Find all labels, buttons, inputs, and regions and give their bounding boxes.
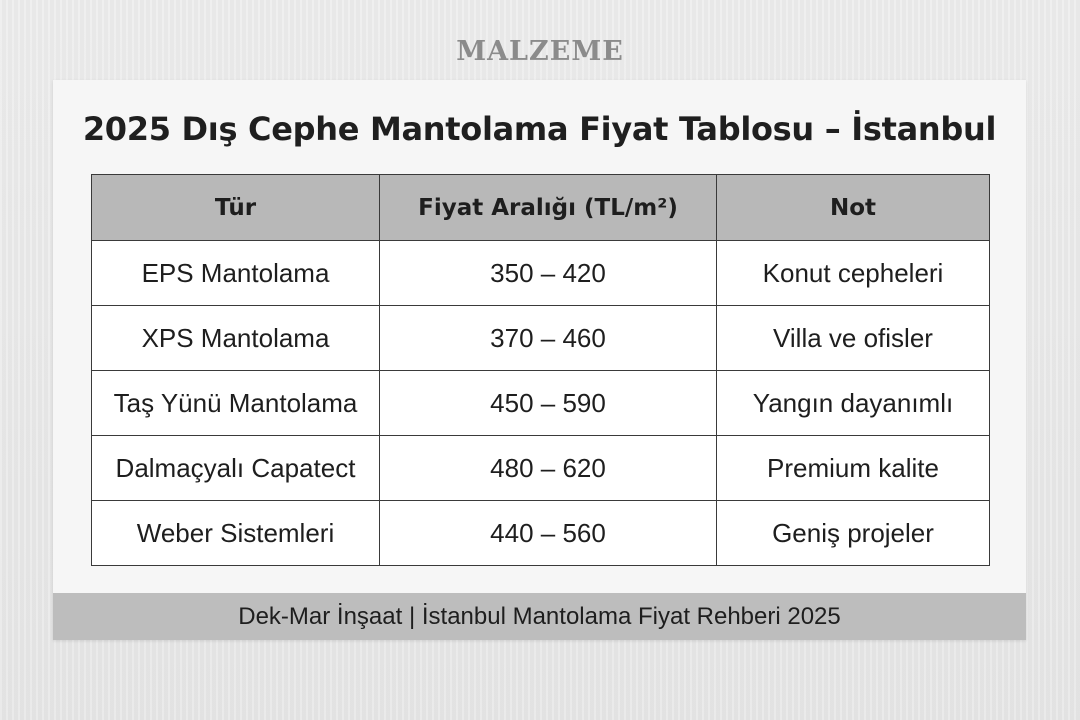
- cell-price-range: 450 – 590: [379, 370, 717, 436]
- column-header-price-range: Fiyat Aralığı (TL/m²): [379, 174, 717, 241]
- column-header-note: Not: [716, 174, 990, 241]
- table-row: EPS Mantolama 350 – 420 Konut cepheleri: [91, 240, 990, 306]
- cell-note: Geniş projeler: [716, 500, 990, 566]
- table-header-row: Tür Fiyat Aralığı (TL/m²) Not: [91, 174, 990, 241]
- cell-note: Premium kalite: [716, 435, 990, 501]
- cell-note: Villa ve ofisler: [716, 305, 990, 371]
- column-header-type: Tür: [91, 174, 380, 241]
- footer-band: Dek-Mar İnşaat | İstanbul Mantolama Fiya…: [53, 593, 1026, 640]
- table-row: XPS Mantolama 370 – 460 Villa ve ofisler: [91, 305, 990, 371]
- table-row: Weber Sistemleri 440 – 560 Geniş projele…: [91, 500, 990, 566]
- price-table: Tür Fiyat Aralığı (TL/m²) Not EPS Mantol…: [91, 174, 990, 566]
- cell-note: Yangın dayanımlı: [716, 370, 990, 436]
- cell-type: Dalmaçyalı Capatect: [91, 435, 380, 501]
- watermark-label: MALZEME: [456, 36, 624, 67]
- cell-price-range: 350 – 420: [379, 240, 717, 306]
- table-row: Dalmaçyalı Capatect 480 – 620 Premium ka…: [91, 435, 990, 501]
- cell-price-range: 370 – 460: [379, 305, 717, 371]
- footer-caption: Dek-Mar İnşaat | İstanbul Mantolama Fiya…: [238, 603, 841, 630]
- price-card: 2025 Dış Cephe Mantolama Fiyat Tablosu –…: [53, 80, 1026, 640]
- cell-price-range: 480 – 620: [379, 435, 717, 501]
- cell-price-range: 440 – 560: [379, 500, 717, 566]
- table-row: Taş Yünü Mantolama 450 – 590 Yangın daya…: [91, 370, 990, 436]
- page-title: 2025 Dış Cephe Mantolama Fiyat Tablosu –…: [82, 110, 997, 148]
- cell-type: Taş Yünü Mantolama: [91, 370, 380, 436]
- cell-note: Konut cepheleri: [716, 240, 990, 306]
- cell-type: XPS Mantolama: [91, 305, 380, 371]
- cell-type: EPS Mantolama: [91, 240, 380, 306]
- cell-type: Weber Sistemleri: [91, 500, 380, 566]
